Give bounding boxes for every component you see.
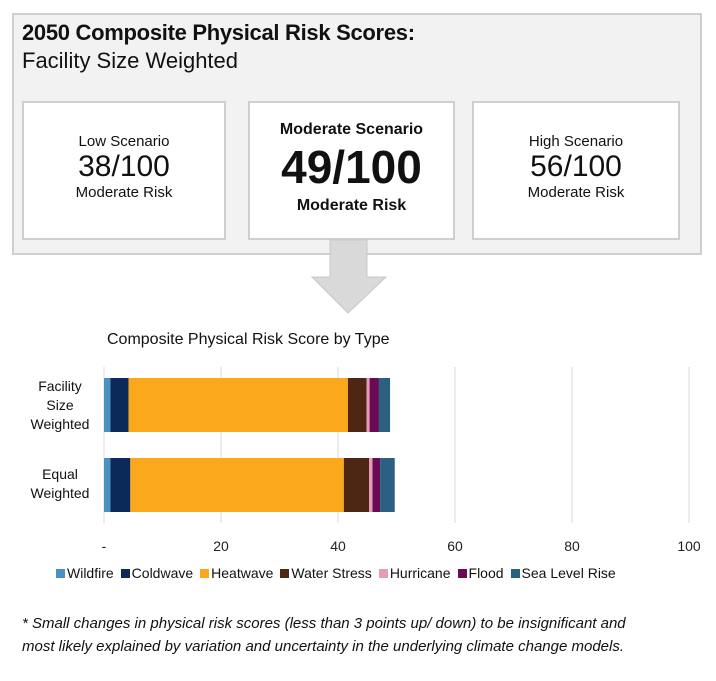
x-tick-label: 20 xyxy=(213,538,229,554)
x-tick-label: 80 xyxy=(564,538,580,554)
scenario-score: 49/100 xyxy=(281,141,422,193)
row-label-facility-size-weighted: Facility Size Weighted xyxy=(20,377,100,434)
legend-item: Sea Level Rise xyxy=(510,565,616,581)
legend-label: Wildfire xyxy=(67,565,114,581)
legend-label: Hurricane xyxy=(389,565,451,581)
legend-label: Sea Level Rise xyxy=(521,565,616,581)
legend-swatch xyxy=(457,569,467,578)
legend-swatch xyxy=(280,569,290,578)
legend-swatch xyxy=(510,569,520,578)
panel-title: 2050 Composite Physical Risk Scores: xyxy=(22,20,415,45)
scenario-label: Moderate Scenario xyxy=(279,121,424,138)
legend-item: Heatwave xyxy=(200,565,273,581)
bar-segment-hurricane xyxy=(369,458,373,512)
panel-subtitle: Facility Size Weighted xyxy=(22,48,239,73)
row-label-equal-weighted: Equal Weighted xyxy=(20,465,100,503)
legend-item: Hurricane xyxy=(378,565,451,581)
bar-segment-water-stress xyxy=(343,458,370,512)
bar-segment-sea-level-rise xyxy=(380,458,395,512)
bar-segment-heatwave xyxy=(130,458,344,512)
legend-item: Coldwave xyxy=(120,565,194,581)
legend-swatch xyxy=(200,569,210,578)
bar-segment-heatwave xyxy=(128,378,348,432)
bar-segment-hurricane xyxy=(366,378,370,432)
legend-swatch xyxy=(56,569,65,578)
row-label-line: Weighted xyxy=(30,485,90,501)
stacked-bar-chart: - 20 40 60 80 100 xyxy=(102,367,701,554)
scenario-score: 38/100 xyxy=(78,150,170,183)
bar-segment-water-stress xyxy=(347,378,367,432)
row-label-line: Equal xyxy=(42,466,78,482)
down-arrow-icon xyxy=(310,239,388,314)
legend-item: Water Stress xyxy=(280,565,372,581)
bar-segment-coldwave xyxy=(110,378,129,432)
chart-title: Composite Physical Risk Score by Type xyxy=(107,331,390,348)
scenario-risk: Moderate Risk xyxy=(527,184,625,201)
x-tick-label: 100 xyxy=(677,538,701,554)
legend-item: Wildfire xyxy=(56,565,114,581)
x-tick-label: - xyxy=(102,538,107,554)
bar-segment-wildfire xyxy=(104,378,111,432)
x-tick-label: 40 xyxy=(330,538,346,554)
scenario-risk: Moderate Risk xyxy=(75,184,173,201)
row-label-line: Size xyxy=(46,397,74,413)
legend-swatch xyxy=(378,569,388,578)
legend-label: Flood xyxy=(468,565,504,581)
moderate-scenario-card: Moderate Scenario 49/100 Moderate Risk xyxy=(248,101,455,240)
scenario-label: High Scenario xyxy=(528,133,624,150)
legend-label: Water Stress xyxy=(291,565,372,581)
scenario-score: 56/100 xyxy=(530,150,622,183)
high-scenario-card: High Scenario 56/100 Moderate Risk xyxy=(472,101,680,240)
chart-legend: Wildfire Coldwave Heatwave Water Stress Hurr… xyxy=(56,565,616,581)
bar-segment-coldwave xyxy=(110,458,131,512)
bar-segment-wildfire xyxy=(104,458,111,512)
legend-swatch xyxy=(120,569,130,578)
scenario-label: Low Scenario xyxy=(78,133,170,150)
bar-segment-flood xyxy=(369,378,379,432)
x-tick-label: 60 xyxy=(447,538,463,554)
footnote-line: * Small changes in physical risk scores … xyxy=(22,615,626,632)
scenario-risk: Moderate Risk xyxy=(296,197,407,214)
row-label-line: Facility xyxy=(38,378,82,394)
footnote: * Small changes in physical risk scores … xyxy=(22,612,712,658)
low-scenario-card: Low Scenario 38/100 Moderate Risk xyxy=(22,101,226,240)
legend-item: Flood xyxy=(457,565,504,581)
legend-label: Coldwave xyxy=(131,565,194,581)
bar-segment-sea-level-rise xyxy=(378,378,391,432)
footnote-line: most likely explained by variation and u… xyxy=(22,638,624,655)
legend-label: Heatwave xyxy=(211,565,274,581)
bar-segment-flood xyxy=(372,458,381,512)
row-label-line: Weighted xyxy=(30,416,90,432)
